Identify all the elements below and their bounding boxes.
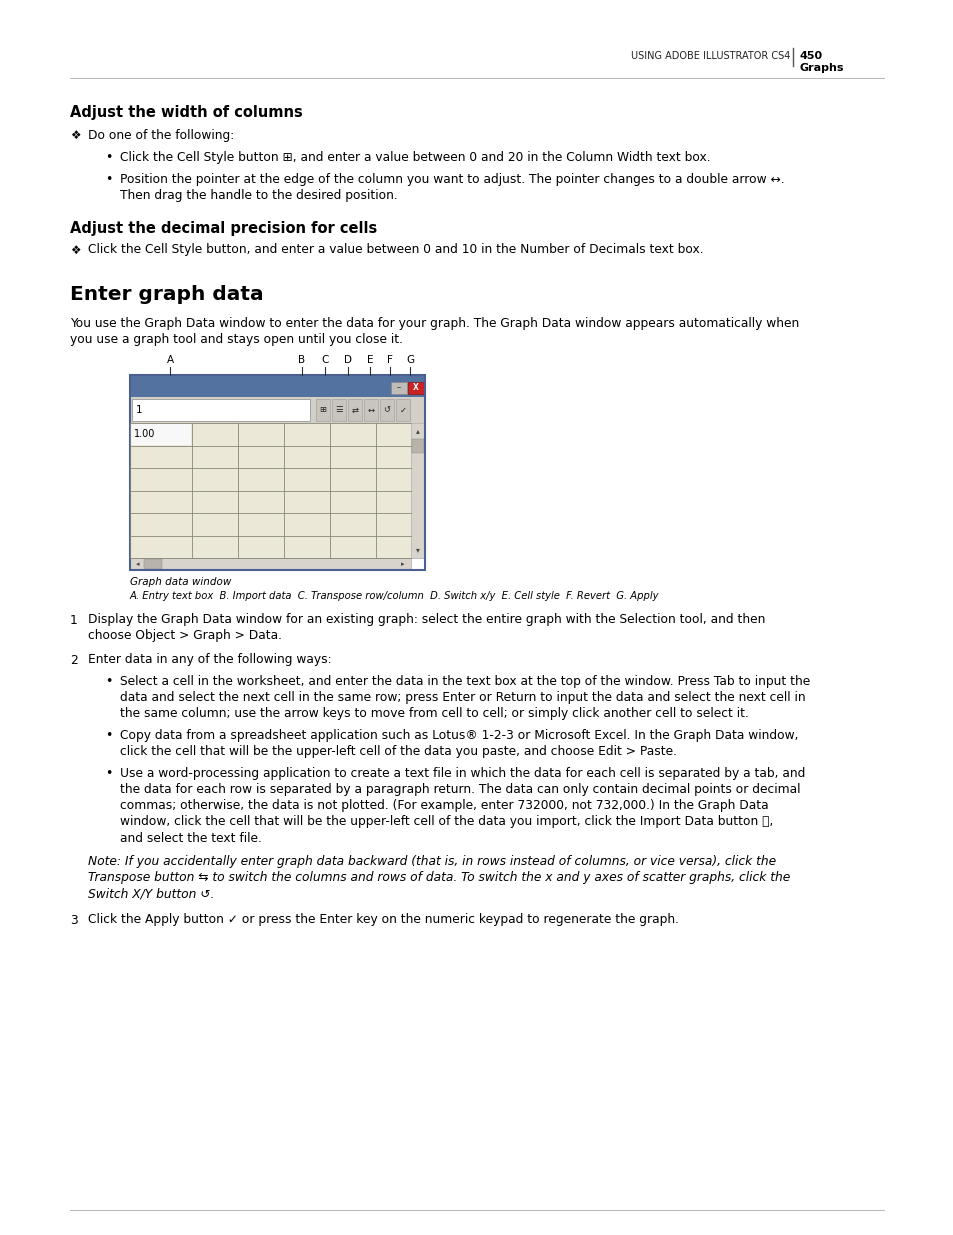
Text: D: D xyxy=(344,354,352,366)
Text: click the cell that will be the upper-left cell of the data you paste, and choos: click the cell that will be the upper-le… xyxy=(120,746,677,758)
Text: window, click the cell that will be the upper-left cell of the data you import, : window, click the cell that will be the … xyxy=(120,815,773,829)
Text: •: • xyxy=(105,730,112,742)
Text: ❖: ❖ xyxy=(70,128,80,142)
Bar xyxy=(408,382,423,394)
Text: 3: 3 xyxy=(70,914,77,926)
Text: ▾: ▾ xyxy=(416,546,419,555)
Text: Display the Graph Data window for an existing graph: select the entire graph wit: Display the Graph Data window for an exi… xyxy=(88,614,764,626)
Text: Click the Cell Style button ⊞, and enter a value between 0 and 20 in the Column : Click the Cell Style button ⊞, and enter… xyxy=(120,152,710,164)
Text: •: • xyxy=(105,152,112,164)
Text: ▴: ▴ xyxy=(416,426,419,436)
Text: ▸: ▸ xyxy=(401,561,404,567)
Text: Transpose button ⇆ to switch the columns and rows of data. To switch the x and y: Transpose button ⇆ to switch the columns… xyxy=(88,872,789,884)
Text: You use the Graph Data window to enter the data for your graph. The Graph Data w: You use the Graph Data window to enter t… xyxy=(70,316,799,330)
Text: –: – xyxy=(396,384,400,393)
Text: Use a word-processing application to create a text file in which the data for ea: Use a word-processing application to cre… xyxy=(120,767,804,781)
Text: Graph data window: Graph data window xyxy=(130,577,232,587)
Text: ⊞: ⊞ xyxy=(319,405,326,415)
Text: ↔: ↔ xyxy=(367,405,375,415)
Text: 1: 1 xyxy=(136,405,143,415)
Bar xyxy=(130,375,424,396)
Text: ❖: ❖ xyxy=(70,243,80,257)
Bar xyxy=(144,559,162,569)
Text: USING ADOBE ILLUSTRATOR CS4: USING ADOBE ILLUSTRATOR CS4 xyxy=(630,51,789,61)
Text: Adjust the width of columns: Adjust the width of columns xyxy=(70,105,302,120)
Text: Enter graph data: Enter graph data xyxy=(70,285,263,305)
Text: ☰: ☰ xyxy=(335,405,342,415)
Text: 1: 1 xyxy=(70,614,77,626)
Text: 450: 450 xyxy=(800,51,822,61)
Text: F: F xyxy=(387,354,393,366)
Text: 2: 2 xyxy=(70,653,77,667)
Text: ⇄: ⇄ xyxy=(351,405,358,415)
Text: data and select the next cell in the same row; press Enter or Return to input th: data and select the next cell in the sam… xyxy=(120,692,804,704)
Bar xyxy=(348,399,361,421)
Text: Do one of the following:: Do one of the following: xyxy=(88,128,234,142)
Text: choose Object > Graph > Data.: choose Object > Graph > Data. xyxy=(88,630,282,642)
Text: Click the Cell Style button, and enter a value between 0 and 10 in the Number of: Click the Cell Style button, and enter a… xyxy=(88,243,703,257)
Text: ◂: ◂ xyxy=(136,561,139,567)
Text: G: G xyxy=(406,354,414,366)
Text: B: B xyxy=(298,354,305,366)
Text: Position the pointer at the edge of the column you want to adjust. The pointer c: Position the pointer at the edge of the … xyxy=(120,173,783,185)
Text: you use a graph tool and stays open until you close it.: you use a graph tool and stays open unti… xyxy=(70,333,402,347)
Text: Graphs: Graphs xyxy=(800,63,843,73)
Text: ✓: ✓ xyxy=(399,405,406,415)
Text: X: X xyxy=(413,384,418,393)
Text: Then drag the handle to the desired position.: Then drag the handle to the desired posi… xyxy=(120,189,397,203)
Text: ↺: ↺ xyxy=(383,405,390,415)
Bar xyxy=(412,438,423,453)
Bar xyxy=(130,558,411,571)
Text: Adjust the decimal precision for cells: Adjust the decimal precision for cells xyxy=(70,221,376,236)
Bar xyxy=(379,399,394,421)
Bar xyxy=(391,382,407,394)
Text: A: A xyxy=(166,354,173,366)
Text: A. Entry text box  B. Import data  C. Transpose row/column  D. Switch x/y  E. Ce: A. Entry text box B. Import data C. Tran… xyxy=(130,592,659,601)
Bar xyxy=(132,399,310,421)
Bar xyxy=(130,424,411,558)
Text: and select the text file.: and select the text file. xyxy=(120,831,262,845)
Text: Switch X/Y button ↺.: Switch X/Y button ↺. xyxy=(88,888,214,900)
Text: commas; otherwise, the data is not plotted. (For example, enter 732000, not 732,: commas; otherwise, the data is not plott… xyxy=(120,799,768,813)
Text: E: E xyxy=(366,354,373,366)
Bar xyxy=(395,399,410,421)
Text: •: • xyxy=(105,676,112,688)
Text: Select a cell in the worksheet, and enter the data in the text box at the top of: Select a cell in the worksheet, and ente… xyxy=(120,676,809,688)
Text: Enter data in any of the following ways:: Enter data in any of the following ways: xyxy=(88,653,332,667)
Text: •: • xyxy=(105,173,112,185)
Bar xyxy=(131,424,191,445)
Text: •: • xyxy=(105,767,112,781)
Text: the same column; use the arrow keys to move from cell to cell; or simply click a: the same column; use the arrow keys to m… xyxy=(120,708,748,720)
Text: 1.00: 1.00 xyxy=(133,430,155,440)
Bar xyxy=(130,375,424,571)
Bar xyxy=(364,399,377,421)
Bar xyxy=(315,399,330,421)
Bar xyxy=(130,396,424,424)
Text: C: C xyxy=(321,354,329,366)
Text: Copy data from a spreadsheet application such as Lotus® 1-2-3 or Microsoft Excel: Copy data from a spreadsheet application… xyxy=(120,730,798,742)
Text: the data for each row is separated by a paragraph return. The data can only cont: the data for each row is separated by a … xyxy=(120,783,800,797)
Text: Note: If you accidentally enter graph data backward (that is, in rows instead of: Note: If you accidentally enter graph da… xyxy=(88,856,776,868)
Bar xyxy=(411,424,424,558)
Bar xyxy=(332,399,346,421)
Text: Click the Apply button ✓ or press the Enter key on the numeric keypad to regener: Click the Apply button ✓ or press the En… xyxy=(88,914,679,926)
